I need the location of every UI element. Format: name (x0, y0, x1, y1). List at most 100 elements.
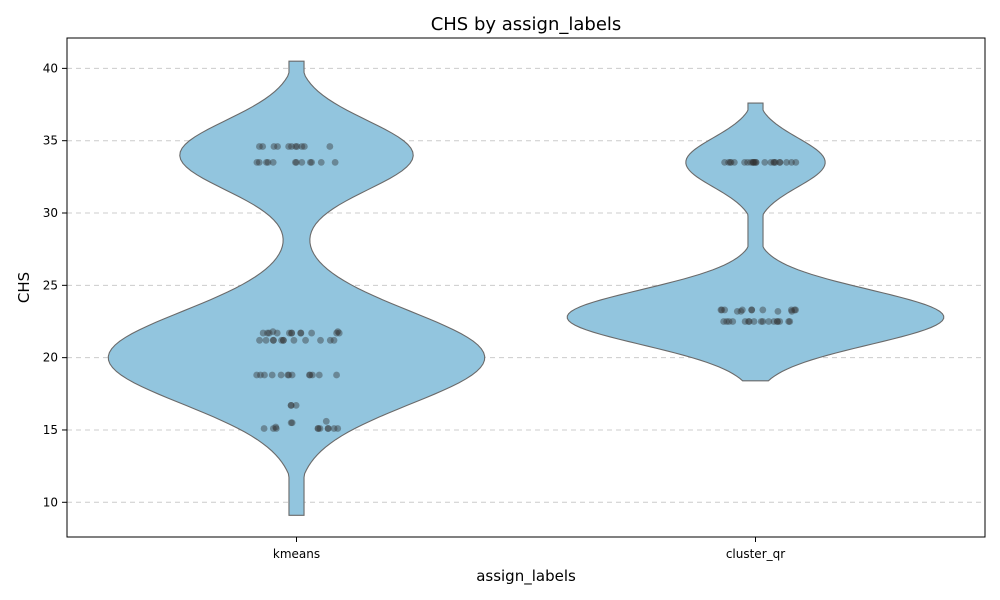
data-point (326, 336, 334, 344)
data-point (292, 158, 300, 166)
data-point (263, 158, 270, 166)
data-point (727, 158, 735, 166)
data-point (264, 329, 271, 337)
data-point (786, 318, 794, 325)
data-point (314, 425, 322, 432)
data-point (260, 425, 268, 432)
data-point (737, 307, 745, 315)
data-point (269, 425, 277, 432)
data-point (288, 143, 295, 150)
data-point (316, 425, 324, 432)
data-point (745, 318, 752, 325)
data-point (306, 158, 314, 166)
data-point (792, 306, 799, 314)
y-tick-label: 25 (43, 278, 58, 292)
y-tick-label: 20 (43, 351, 58, 365)
x-tick-label-cluster_qr: cluster_qr (726, 547, 785, 561)
data-point (317, 336, 324, 344)
data-point (324, 425, 332, 432)
data-point (725, 318, 733, 325)
data-point (306, 371, 314, 379)
data-point (253, 158, 261, 166)
data-point (279, 336, 287, 344)
data-point (262, 336, 270, 344)
data-point (723, 318, 731, 325)
data-point (333, 329, 340, 337)
data-point (268, 371, 276, 379)
data-point (297, 329, 305, 337)
data-point (255, 158, 263, 166)
violin-cluster_qr (566, 102, 945, 382)
data-point (274, 143, 281, 150)
data-point (330, 425, 338, 432)
data-point (738, 306, 746, 314)
data-point (730, 158, 738, 166)
plot-frame (66, 37, 986, 538)
data-point (322, 417, 330, 425)
data-point (287, 419, 295, 427)
data-point (315, 371, 323, 379)
data-point (288, 329, 296, 337)
data-point (774, 318, 781, 325)
data-point (335, 329, 343, 337)
data-point (776, 158, 784, 166)
data-point (298, 143, 306, 150)
y-tick-label: 10 (43, 495, 58, 509)
data-point (331, 158, 339, 166)
data-point (770, 158, 778, 166)
data-point (770, 158, 778, 166)
data-point (293, 143, 301, 150)
y-tick-label: 30 (43, 206, 58, 220)
data-point (751, 158, 759, 166)
data-point (741, 158, 748, 166)
data-point (272, 423, 280, 431)
data-point (287, 401, 295, 409)
data-point (765, 318, 773, 325)
data-point (291, 158, 299, 166)
data-point (759, 318, 767, 325)
data-point (290, 336, 298, 344)
data-point (256, 143, 263, 150)
y-axis-title: CHS (15, 272, 33, 303)
data-point (752, 158, 760, 166)
data-point (776, 158, 784, 166)
data-point (285, 143, 293, 150)
chart-title: CHS by assign_labels (431, 14, 622, 35)
data-point (752, 158, 760, 166)
data-point (774, 307, 782, 315)
data-point (787, 306, 795, 314)
data-point (272, 425, 280, 432)
data-point (757, 318, 765, 325)
data-point (302, 336, 309, 344)
data-point (721, 306, 729, 314)
data-point (770, 318, 778, 325)
data-point (306, 371, 313, 379)
data-point (792, 158, 800, 166)
data-point (725, 158, 732, 166)
data-point (285, 329, 293, 337)
data-point (748, 306, 756, 314)
data-point (284, 371, 292, 379)
data-point (297, 329, 305, 337)
data-point (791, 306, 798, 314)
data-point (285, 371, 293, 379)
data-point (767, 158, 775, 166)
data-point (298, 158, 306, 166)
data-point (265, 329, 273, 337)
data-point (721, 158, 729, 166)
data-point (748, 306, 756, 314)
data-point (287, 401, 295, 409)
data-point (269, 158, 277, 166)
data-point (308, 329, 316, 337)
data-point (277, 371, 285, 379)
data-point (788, 307, 796, 315)
data-point (750, 158, 758, 166)
data-point (269, 328, 277, 336)
data-point (264, 158, 272, 166)
x-axis-ticks: kmeans cluster_qr (273, 537, 785, 561)
data-point (744, 158, 751, 166)
data-point (257, 371, 264, 379)
data-point (717, 306, 725, 314)
data-point (783, 158, 790, 166)
